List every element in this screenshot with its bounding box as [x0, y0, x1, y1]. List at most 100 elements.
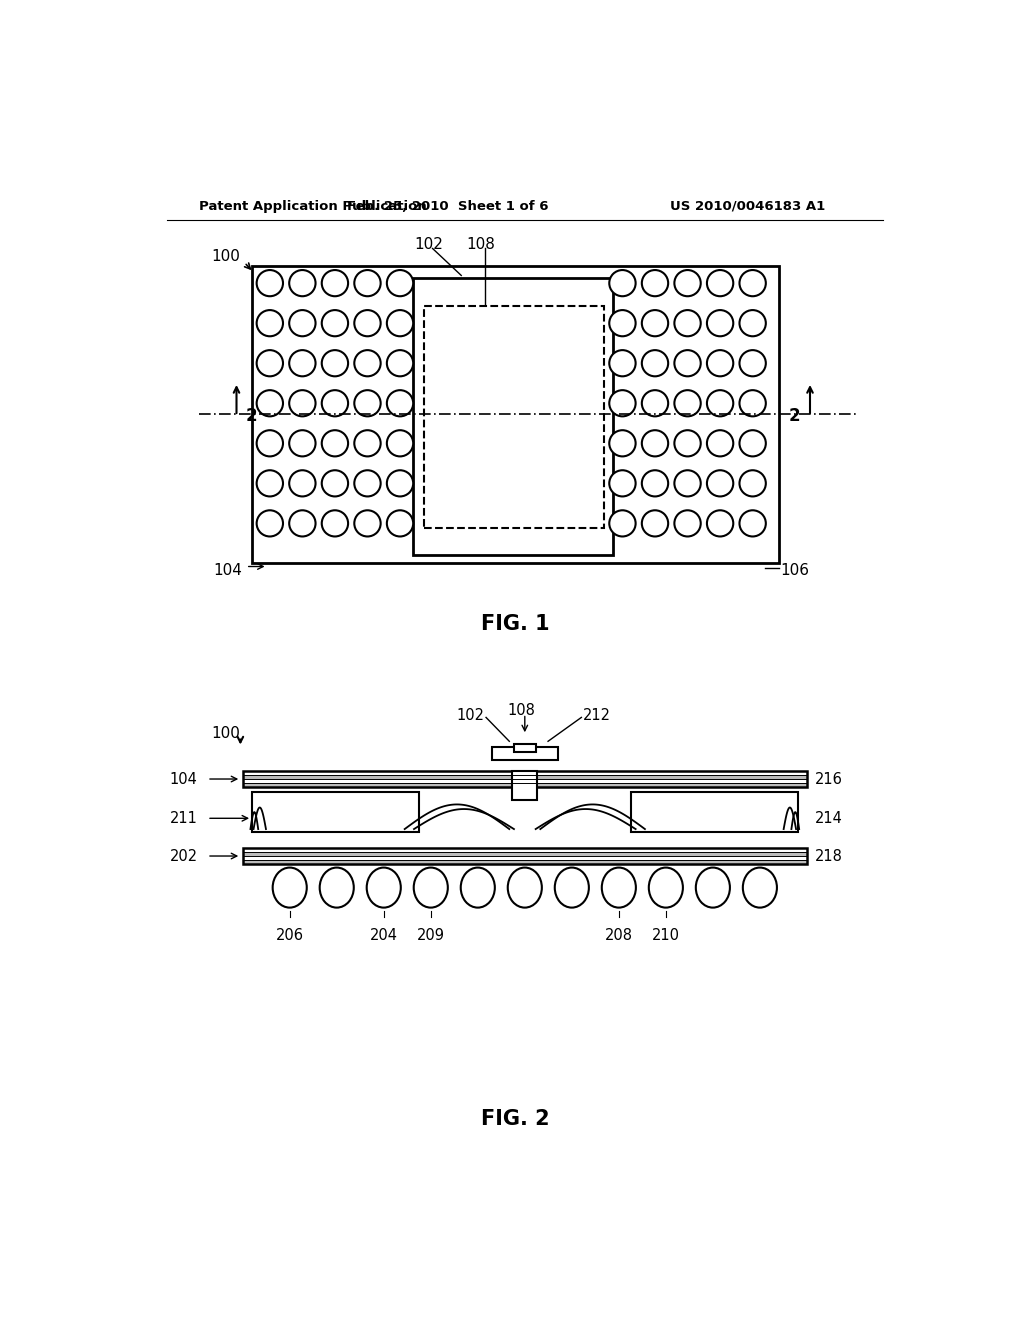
Circle shape	[289, 310, 315, 337]
Circle shape	[609, 511, 636, 536]
Circle shape	[354, 470, 381, 496]
Circle shape	[739, 271, 766, 296]
Circle shape	[289, 511, 315, 536]
Circle shape	[322, 271, 348, 296]
Circle shape	[609, 391, 636, 416]
Circle shape	[322, 350, 348, 376]
Text: 214: 214	[815, 810, 843, 826]
Circle shape	[675, 271, 700, 296]
Circle shape	[739, 430, 766, 457]
Text: 208: 208	[605, 928, 633, 942]
Circle shape	[354, 350, 381, 376]
Text: FIG. 2: FIG. 2	[481, 1109, 550, 1130]
Bar	[492, 747, 558, 760]
Bar	[243, 861, 807, 865]
Circle shape	[642, 350, 669, 376]
Circle shape	[675, 310, 700, 337]
Circle shape	[387, 310, 414, 337]
Circle shape	[609, 430, 636, 457]
Circle shape	[675, 391, 700, 416]
Text: US 2010/0046183 A1: US 2010/0046183 A1	[671, 199, 825, 213]
Ellipse shape	[508, 867, 542, 908]
Text: 104: 104	[213, 562, 242, 578]
Circle shape	[354, 271, 381, 296]
Circle shape	[609, 271, 636, 296]
Text: 211: 211	[170, 810, 198, 826]
Bar	[512, 771, 538, 800]
Circle shape	[354, 430, 381, 457]
Bar	[252, 792, 419, 832]
Bar	[252, 267, 779, 562]
Circle shape	[739, 470, 766, 496]
Text: 209: 209	[417, 928, 444, 942]
Bar	[424, 306, 604, 528]
Circle shape	[707, 511, 733, 536]
Text: 210: 210	[652, 928, 680, 942]
Circle shape	[387, 430, 414, 457]
Text: 100: 100	[212, 249, 241, 264]
Circle shape	[257, 430, 283, 457]
Circle shape	[257, 391, 283, 416]
Bar	[631, 792, 798, 832]
Circle shape	[642, 310, 669, 337]
Circle shape	[387, 391, 414, 416]
Circle shape	[675, 430, 700, 457]
Circle shape	[289, 430, 315, 457]
Circle shape	[354, 310, 381, 337]
Ellipse shape	[367, 867, 400, 908]
Circle shape	[642, 470, 669, 496]
Text: 212: 212	[583, 708, 611, 722]
Bar	[414, 277, 613, 554]
Text: 206: 206	[275, 928, 304, 942]
Circle shape	[642, 271, 669, 296]
Circle shape	[322, 391, 348, 416]
Ellipse shape	[742, 867, 777, 908]
Circle shape	[739, 511, 766, 536]
Circle shape	[354, 391, 381, 416]
Circle shape	[707, 391, 733, 416]
Circle shape	[387, 271, 414, 296]
Circle shape	[257, 511, 283, 536]
Circle shape	[387, 350, 414, 376]
Text: 218: 218	[815, 849, 843, 863]
Text: 104: 104	[170, 771, 198, 787]
Circle shape	[257, 350, 283, 376]
Circle shape	[609, 310, 636, 337]
Ellipse shape	[272, 867, 307, 908]
Circle shape	[675, 511, 700, 536]
Circle shape	[707, 271, 733, 296]
Ellipse shape	[319, 867, 353, 908]
Bar	[243, 771, 807, 788]
Circle shape	[675, 350, 700, 376]
Circle shape	[707, 310, 733, 337]
Circle shape	[322, 430, 348, 457]
Circle shape	[289, 470, 315, 496]
Bar	[514, 744, 536, 752]
Circle shape	[707, 430, 733, 457]
Circle shape	[289, 391, 315, 416]
Circle shape	[322, 470, 348, 496]
Circle shape	[322, 511, 348, 536]
Circle shape	[289, 350, 315, 376]
Circle shape	[387, 470, 414, 496]
Bar	[243, 847, 807, 851]
Text: 204: 204	[370, 928, 397, 942]
Text: Patent Application Publication: Patent Application Publication	[200, 199, 427, 213]
Circle shape	[707, 350, 733, 376]
Ellipse shape	[649, 867, 683, 908]
Ellipse shape	[414, 867, 447, 908]
Text: 2: 2	[246, 407, 257, 425]
Circle shape	[257, 271, 283, 296]
Circle shape	[609, 350, 636, 376]
Bar	[243, 771, 807, 775]
Circle shape	[739, 350, 766, 376]
Circle shape	[675, 470, 700, 496]
Text: 2: 2	[790, 407, 801, 425]
Ellipse shape	[602, 867, 636, 908]
Bar	[243, 851, 807, 857]
Text: 108: 108	[466, 238, 495, 252]
Text: FIG. 1: FIG. 1	[481, 614, 550, 634]
Circle shape	[642, 430, 669, 457]
Ellipse shape	[555, 867, 589, 908]
Ellipse shape	[461, 867, 495, 908]
